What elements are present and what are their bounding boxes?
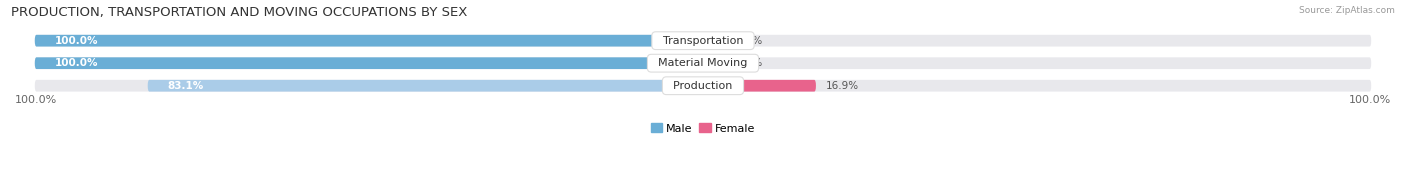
Text: Source: ZipAtlas.com: Source: ZipAtlas.com [1299, 6, 1395, 15]
FancyBboxPatch shape [703, 80, 815, 92]
FancyBboxPatch shape [35, 35, 703, 46]
Text: 100.0%: 100.0% [1348, 95, 1392, 105]
Text: Transportation: Transportation [655, 36, 751, 46]
Text: 0.0%: 0.0% [737, 58, 762, 68]
Legend: Male, Female: Male, Female [647, 119, 759, 138]
Text: 100.0%: 100.0% [55, 36, 98, 46]
Text: PRODUCTION, TRANSPORTATION AND MOVING OCCUPATIONS BY SEX: PRODUCTION, TRANSPORTATION AND MOVING OC… [11, 6, 468, 19]
Text: 100.0%: 100.0% [55, 58, 98, 68]
FancyBboxPatch shape [703, 35, 727, 46]
Text: 0.0%: 0.0% [737, 36, 762, 46]
Text: 83.1%: 83.1% [167, 81, 204, 91]
FancyBboxPatch shape [35, 57, 703, 69]
Text: 100.0%: 100.0% [14, 95, 58, 105]
Text: 16.9%: 16.9% [825, 81, 859, 91]
FancyBboxPatch shape [35, 57, 1371, 69]
FancyBboxPatch shape [703, 57, 727, 69]
Text: Production: Production [666, 81, 740, 91]
FancyBboxPatch shape [148, 80, 703, 92]
Text: Material Moving: Material Moving [651, 58, 755, 68]
FancyBboxPatch shape [35, 35, 1371, 46]
FancyBboxPatch shape [35, 80, 1371, 92]
